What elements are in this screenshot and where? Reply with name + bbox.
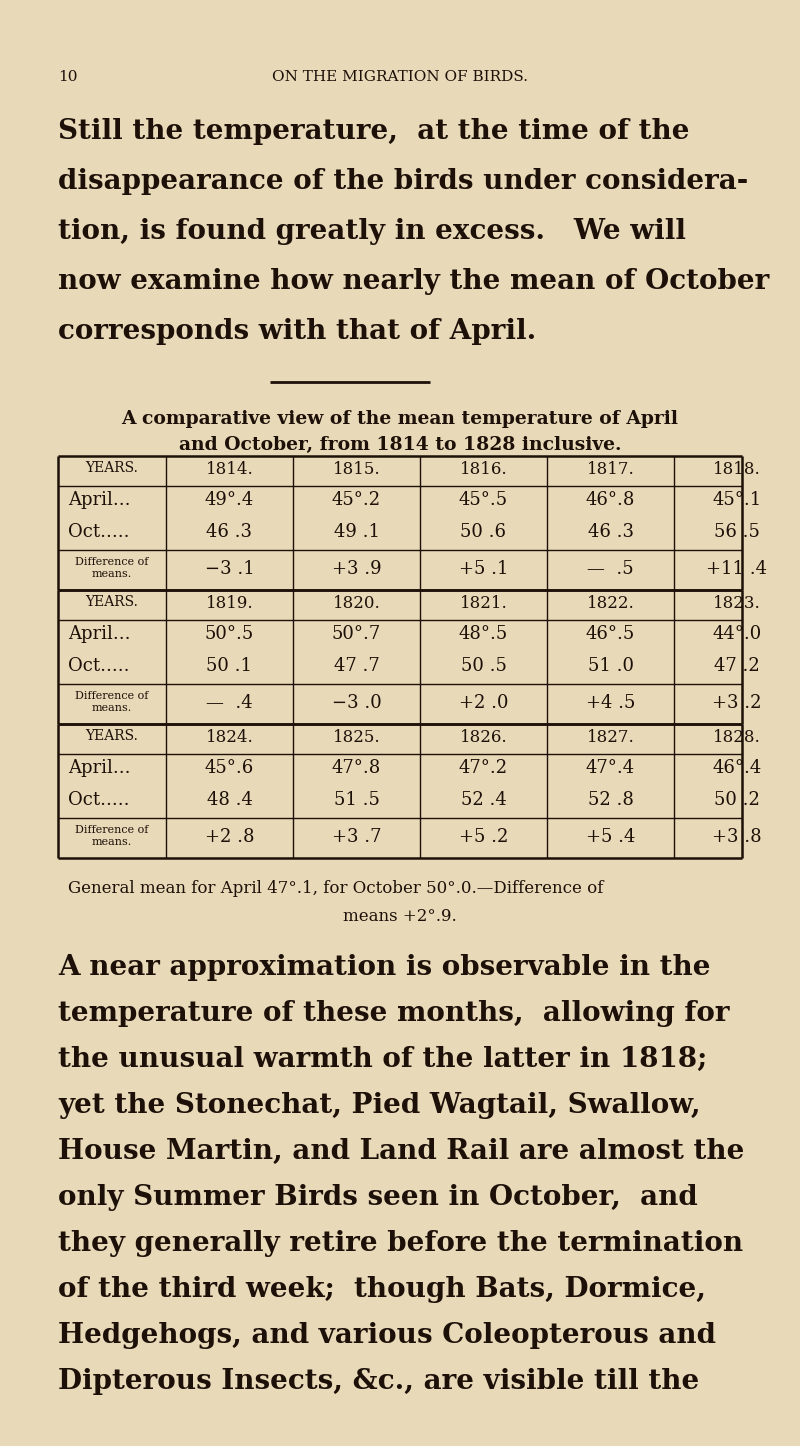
Text: +3 .7: +3 .7 [332,829,382,846]
Text: A comparative view of the mean temperature of April: A comparative view of the mean temperatu… [122,411,678,428]
Text: +3 .8: +3 .8 [712,829,762,846]
Text: 1816.: 1816. [460,461,507,479]
Text: 47°.2: 47°.2 [459,759,508,777]
Text: 44°.0: 44°.0 [712,625,762,643]
Text: 1821.: 1821. [460,594,507,612]
Text: A near approximation is observable in the: A near approximation is observable in th… [58,954,710,980]
Text: 1817.: 1817. [586,461,634,479]
Text: +2 .8: +2 .8 [205,829,254,846]
Text: and October, from 1814 to 1828 inclusive.: and October, from 1814 to 1828 inclusive… [178,437,622,454]
Text: —  .5: — .5 [587,560,634,578]
Text: means +2°.9.: means +2°.9. [343,908,457,925]
Text: April...: April... [68,759,130,777]
Text: Difference of: Difference of [75,691,149,701]
Text: now examine how nearly the mean of October: now examine how nearly the mean of Octob… [58,268,770,295]
Text: 52 .4: 52 .4 [461,791,506,808]
Text: 46°.4: 46°.4 [712,759,762,777]
Text: General mean for April 47°.1, for October 50°.0.—Difference of: General mean for April 47°.1, for Octobe… [68,881,603,897]
Text: +5 .4: +5 .4 [586,829,635,846]
Text: 56 .5: 56 .5 [714,523,760,541]
Text: 1815.: 1815. [333,461,380,479]
Text: 50 .6: 50 .6 [461,523,506,541]
Text: they generally retire before the termination: they generally retire before the termina… [58,1231,743,1257]
Text: 1819.: 1819. [206,594,254,612]
Text: 45°.2: 45°.2 [332,492,381,509]
Text: Difference of: Difference of [75,557,149,567]
Text: 51 .0: 51 .0 [587,656,634,675]
Text: 47°.4: 47°.4 [586,759,635,777]
Text: 1825.: 1825. [333,729,380,746]
Text: +4 .5: +4 .5 [586,694,635,711]
Text: 45°.6: 45°.6 [205,759,254,777]
Text: +3 .2: +3 .2 [712,694,762,711]
Text: disappearance of the birds under considera-: disappearance of the birds under conside… [58,168,748,195]
Text: +11 .4: +11 .4 [706,560,767,578]
Text: 48°.5: 48°.5 [459,625,508,643]
Text: 1818.: 1818. [713,461,761,479]
Text: 50 .5: 50 .5 [461,656,506,675]
Text: 47°.8: 47°.8 [332,759,381,777]
Text: Difference of: Difference of [75,826,149,834]
Text: 45°.1: 45°.1 [712,492,762,509]
Text: Dipterous Insects, &c., are visible till the: Dipterous Insects, &c., are visible till… [58,1368,699,1395]
Text: YEARS.: YEARS. [86,461,138,474]
Text: 48 .4: 48 .4 [206,791,253,808]
Text: only Summer Birds seen in October,  and: only Summer Birds seen in October, and [58,1184,698,1210]
Text: 50°.7: 50°.7 [332,625,381,643]
Text: 46°.5: 46°.5 [586,625,635,643]
Text: 1823.: 1823. [713,594,761,612]
Text: Still the temperature,  at the time of the: Still the temperature, at the time of th… [58,119,690,145]
Text: 10: 10 [58,69,78,84]
Text: House Martin, and Land Rail are almost the: House Martin, and Land Rail are almost t… [58,1138,744,1165]
Text: 46°.8: 46°.8 [586,492,635,509]
Text: temperature of these months,  allowing for: temperature of these months, allowing fo… [58,1001,730,1027]
Text: 1814.: 1814. [206,461,254,479]
Text: ON THE MIGRATION OF BIRDS.: ON THE MIGRATION OF BIRDS. [272,69,528,84]
Text: Oct.....: Oct..... [68,791,130,808]
Text: YEARS.: YEARS. [86,729,138,743]
Text: 49°.4: 49°.4 [205,492,254,509]
Text: Oct.....: Oct..... [68,656,130,675]
Text: Oct.....: Oct..... [68,523,130,541]
Text: 46 .3: 46 .3 [206,523,253,541]
Text: April...: April... [68,625,130,643]
Text: 45°.5: 45°.5 [459,492,508,509]
Text: yet the Stonechat, Pied Wagtail, Swallow,: yet the Stonechat, Pied Wagtail, Swallow… [58,1092,701,1119]
Text: +5 .1: +5 .1 [458,560,508,578]
Text: −3 .1: −3 .1 [205,560,254,578]
Text: the unusual warmth of the latter in 1818;: the unusual warmth of the latter in 1818… [58,1045,707,1073]
Text: Hedgehogs, and various Coleopterous and: Hedgehogs, and various Coleopterous and [58,1322,716,1349]
Text: 50 .1: 50 .1 [206,656,253,675]
Text: 50°.5: 50°.5 [205,625,254,643]
Text: 49 .1: 49 .1 [334,523,379,541]
Text: 50 .2: 50 .2 [714,791,760,808]
Text: 47 .2: 47 .2 [714,656,760,675]
Text: 1824.: 1824. [206,729,254,746]
Text: YEARS.: YEARS. [86,594,138,609]
Text: 52 .8: 52 .8 [587,791,634,808]
Text: tion, is found greatly in excess.   We will: tion, is found greatly in excess. We wil… [58,218,686,244]
Text: —  .4: — .4 [206,694,253,711]
Text: means.: means. [92,568,132,578]
Text: 1826.: 1826. [460,729,507,746]
Text: April...: April... [68,492,130,509]
Text: +2 .0: +2 .0 [458,694,508,711]
Text: 1828.: 1828. [713,729,761,746]
Text: corresponds with that of April.: corresponds with that of April. [58,318,536,346]
Text: means.: means. [92,703,132,713]
Text: of the third week;  though Bats, Dormice,: of the third week; though Bats, Dormice, [58,1275,706,1303]
Text: +5 .2: +5 .2 [459,829,508,846]
Text: 46 .3: 46 .3 [587,523,634,541]
Text: 1827.: 1827. [586,729,634,746]
Text: 1822.: 1822. [586,594,634,612]
Text: 47 .7: 47 .7 [334,656,379,675]
Text: means.: means. [92,837,132,847]
Text: −3 .0: −3 .0 [332,694,382,711]
Text: +3 .9: +3 .9 [332,560,382,578]
Text: 51 .5: 51 .5 [334,791,379,808]
Text: 1820.: 1820. [333,594,380,612]
